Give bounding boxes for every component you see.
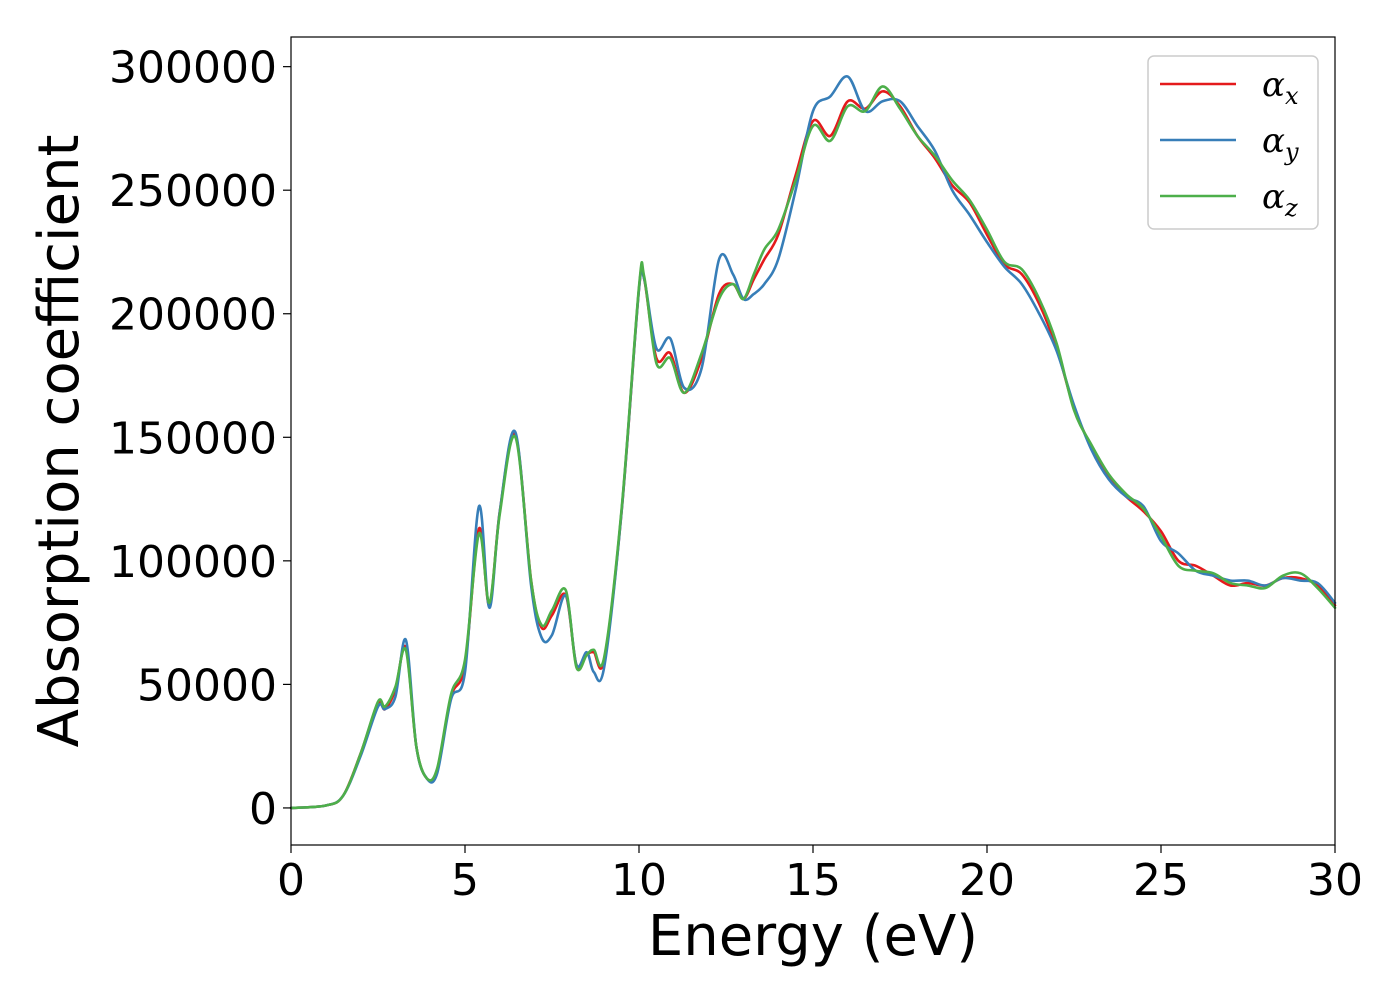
y-tick-label: 100000 [109,537,277,588]
y-tick-label: 300000 [109,43,277,94]
legend: αx αy αz [1147,55,1319,230]
x-tick-label: 25 [1133,855,1189,906]
y-tick-label: 0 [249,784,277,835]
x-tick-label: 0 [277,855,305,906]
series-lines [289,75,1337,810]
y-axis-ticks: 0 50000 100000 150000 200000 250000 300000 [109,43,291,835]
legend-label-y: αy [1262,121,1299,166]
x-tick-label: 15 [785,855,841,906]
y-tick-label: 250000 [109,166,277,217]
x-tick-label: 20 [959,855,1015,906]
x-axis-title: Energy (eV) [648,904,978,969]
y-axis-title: Absorption coefficient [27,135,92,748]
series-line-z [289,85,1337,810]
legend-label-z: αz [1262,177,1298,222]
x-axis-ticks: 0 5 10 15 20 25 30 [277,845,1363,906]
legend-label-x: αx [1262,65,1299,110]
x-tick-label: 10 [611,855,667,906]
x-tick-label: 30 [1307,855,1363,906]
x-tick-label: 5 [451,855,479,906]
y-tick-label: 50000 [137,660,277,711]
series-line-y [289,75,1337,810]
y-tick-label: 150000 [109,413,277,464]
legend-box [1147,55,1319,230]
y-tick-label: 200000 [109,290,277,341]
